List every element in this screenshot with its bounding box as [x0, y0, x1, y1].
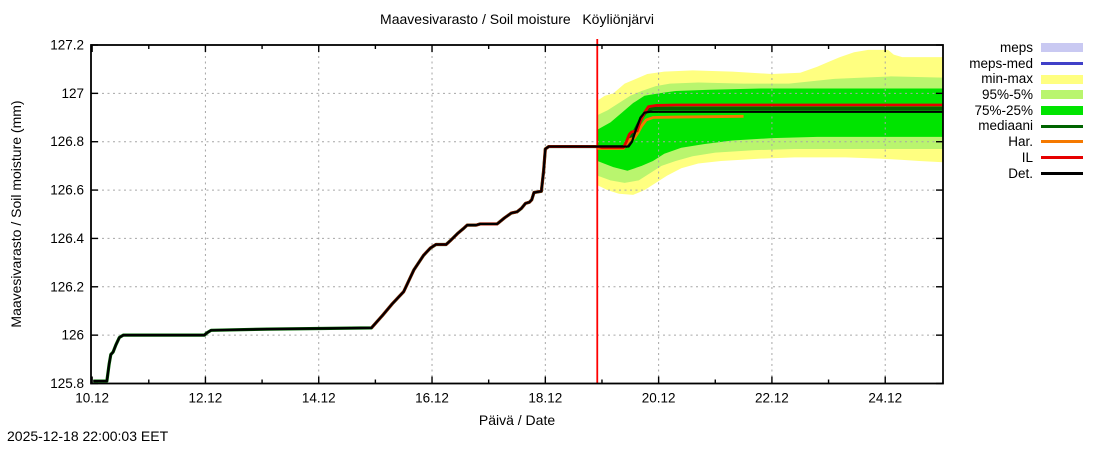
- bands-layer: [597, 49, 943, 195]
- legend-swatch-det: [1041, 171, 1083, 175]
- legend-item-min-max: min-max: [969, 71, 1083, 87]
- legend-swatch-meps-med: [1041, 62, 1083, 66]
- timestamp-label: 2025-12-18 22:00:03 EET: [7, 428, 169, 444]
- chart-title: Maavesivarasto / Soil moisture Köyliönjä…: [380, 11, 654, 27]
- legend-item-meps: meps: [969, 40, 1083, 56]
- svg-text:125.8: 125.8: [50, 376, 84, 391]
- svg-text:126.6: 126.6: [50, 183, 84, 198]
- legend-item-75-25: 75%-25%: [969, 103, 1083, 119]
- legend-item-det: Det.: [969, 166, 1083, 182]
- svg-text:10.12: 10.12: [75, 391, 109, 406]
- svg-text:14.12: 14.12: [302, 391, 336, 406]
- svg-text:18.12: 18.12: [528, 391, 562, 406]
- svg-text:126: 126: [61, 328, 84, 343]
- legend-swatch-mediaani: [1041, 124, 1083, 128]
- legend-label-har: Har.: [1008, 134, 1033, 150]
- chart-legend: meps meps-med min-max 95%-5% 75%-25% mediaani…: [969, 40, 1083, 181]
- svg-text:126.4: 126.4: [50, 231, 84, 246]
- legend-label-meps-med: meps-med: [969, 55, 1033, 71]
- legend-item-95-5: 95%-5%: [969, 87, 1083, 103]
- svg-text:22.12: 22.12: [755, 391, 789, 406]
- legend-swatch-il: [1041, 156, 1083, 160]
- svg-text:24.12: 24.12: [868, 391, 902, 406]
- legend-swatch-meps: [1041, 43, 1083, 53]
- x-axis-label: Päivä / Date: [478, 412, 556, 428]
- legend-item-har: Har.: [969, 134, 1083, 150]
- svg-text:16.12: 16.12: [415, 391, 449, 406]
- legend-label-mediaani: mediaani: [978, 118, 1033, 134]
- legend-swatch-min-max: [1041, 74, 1083, 84]
- legend-label-75-25: 75%-25%: [974, 102, 1033, 118]
- legend-item-mediaani: mediaani: [969, 118, 1083, 134]
- series-Det.: [93, 110, 943, 383]
- legend-label-det: Det.: [1008, 165, 1033, 181]
- legend-swatch-75-25: [1041, 106, 1083, 116]
- svg-text:127: 127: [61, 86, 84, 101]
- axis-layer: 125.8 126 126.2 126.4 126.6 126.8 127 127.2 10.1…: [50, 38, 944, 406]
- legend-item-il: IL: [969, 150, 1083, 166]
- svg-text:127.2: 127.2: [50, 38, 84, 53]
- y-axis-label: Maavesivarasto / Soil moisture (mm): [8, 100, 24, 328]
- legend-label-95-5: 95%-5%: [981, 87, 1033, 103]
- svg-text:20.12: 20.12: [642, 391, 676, 406]
- grid-layer: [91, 45, 943, 384]
- svg-text:126.8: 126.8: [50, 134, 84, 149]
- svg-text:126.2: 126.2: [50, 279, 84, 294]
- series-layer: [93, 103, 943, 383]
- svg-text:12.12: 12.12: [189, 391, 223, 406]
- legend-label-meps: meps: [999, 40, 1033, 55]
- legend-swatch-95-5: [1041, 90, 1083, 100]
- legend-swatch-har: [1041, 140, 1083, 144]
- legend-item-meps-med: meps-med: [969, 56, 1083, 72]
- legend-label-il: IL: [1021, 149, 1033, 165]
- legend-label-min-max: min-max: [981, 71, 1033, 87]
